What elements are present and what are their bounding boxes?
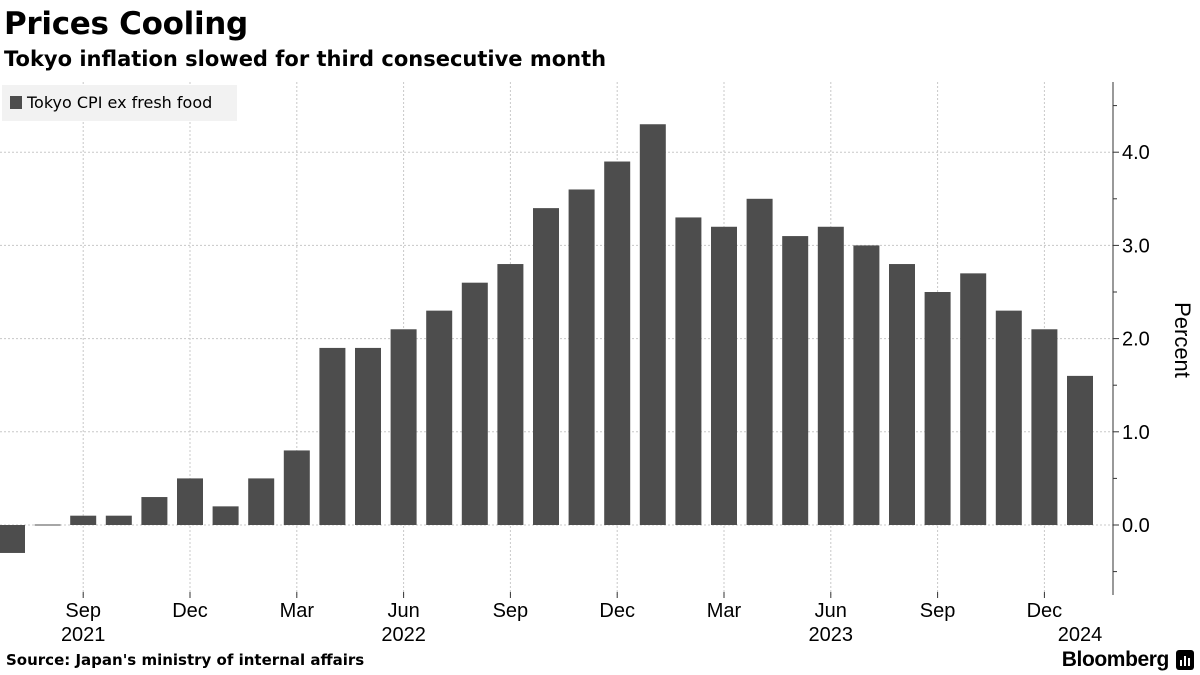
bar (639, 124, 666, 526)
legend-box (2, 85, 237, 121)
bar (1067, 375, 1093, 525)
bar (283, 450, 310, 525)
y-tick-label: 3.0 (1122, 235, 1150, 257)
x-tick-label: Dec (172, 600, 208, 622)
bar (746, 198, 773, 526)
bar (533, 208, 559, 525)
bloomberg-chart-icon (1176, 650, 1194, 670)
bar (177, 478, 203, 525)
y-tick-label: 2.0 (1122, 329, 1150, 351)
bar (319, 347, 346, 525)
bar (960, 273, 987, 525)
y-axis-label: Percent (1170, 302, 1195, 378)
x-tick-label: Sep (65, 600, 101, 622)
bar (853, 245, 880, 525)
y-tick-label: 0.0 (1122, 515, 1150, 537)
bar (426, 310, 453, 525)
y-tick-label: 1.0 (1122, 422, 1150, 444)
bar (604, 161, 631, 525)
x-tick-label: Mar (707, 600, 742, 622)
x-year-label: 2024 (1058, 624, 1103, 646)
legend-label: Tokyo CPI ex fresh food (26, 93, 212, 112)
bar (34, 524, 61, 526)
y-tick-label: 4.0 (1122, 142, 1150, 164)
x-tick-label: Jun (815, 600, 847, 622)
bar (924, 292, 951, 525)
bar (248, 478, 275, 525)
x-tick-label: Jun (387, 600, 419, 622)
x-tick-label: Sep (920, 600, 956, 622)
bar (0, 525, 25, 553)
x-year-label: 2023 (809, 624, 854, 646)
bar (711, 226, 737, 525)
bar (497, 264, 524, 525)
x-tick-label: Sep (493, 600, 529, 622)
x-year-label: 2022 (381, 624, 426, 646)
bar (141, 497, 168, 525)
source-note: Source: Japan's ministry of internal aff… (6, 651, 365, 669)
x-tick-label: Dec (1027, 600, 1063, 622)
bar (889, 264, 915, 525)
bar (70, 515, 97, 525)
legend-swatch (10, 96, 22, 109)
bar (995, 310, 1022, 525)
bar (782, 236, 809, 525)
bloomberg-logo: Bloomberg (1061, 648, 1170, 671)
x-year-label: 2021 (61, 624, 106, 646)
bar (461, 282, 488, 525)
bar (212, 506, 239, 525)
bar (675, 217, 702, 525)
bar (568, 189, 595, 526)
bar (105, 515, 132, 525)
bar (1031, 329, 1058, 525)
chart-subtitle: Tokyo inflation slowed for third consecu… (4, 47, 607, 71)
bar (390, 329, 417, 525)
bar (817, 226, 844, 525)
chart-title: Prices Cooling (4, 6, 248, 42)
x-tick-label: Dec (599, 600, 635, 622)
x-tick-label: Mar (280, 600, 315, 622)
bar (355, 347, 381, 525)
